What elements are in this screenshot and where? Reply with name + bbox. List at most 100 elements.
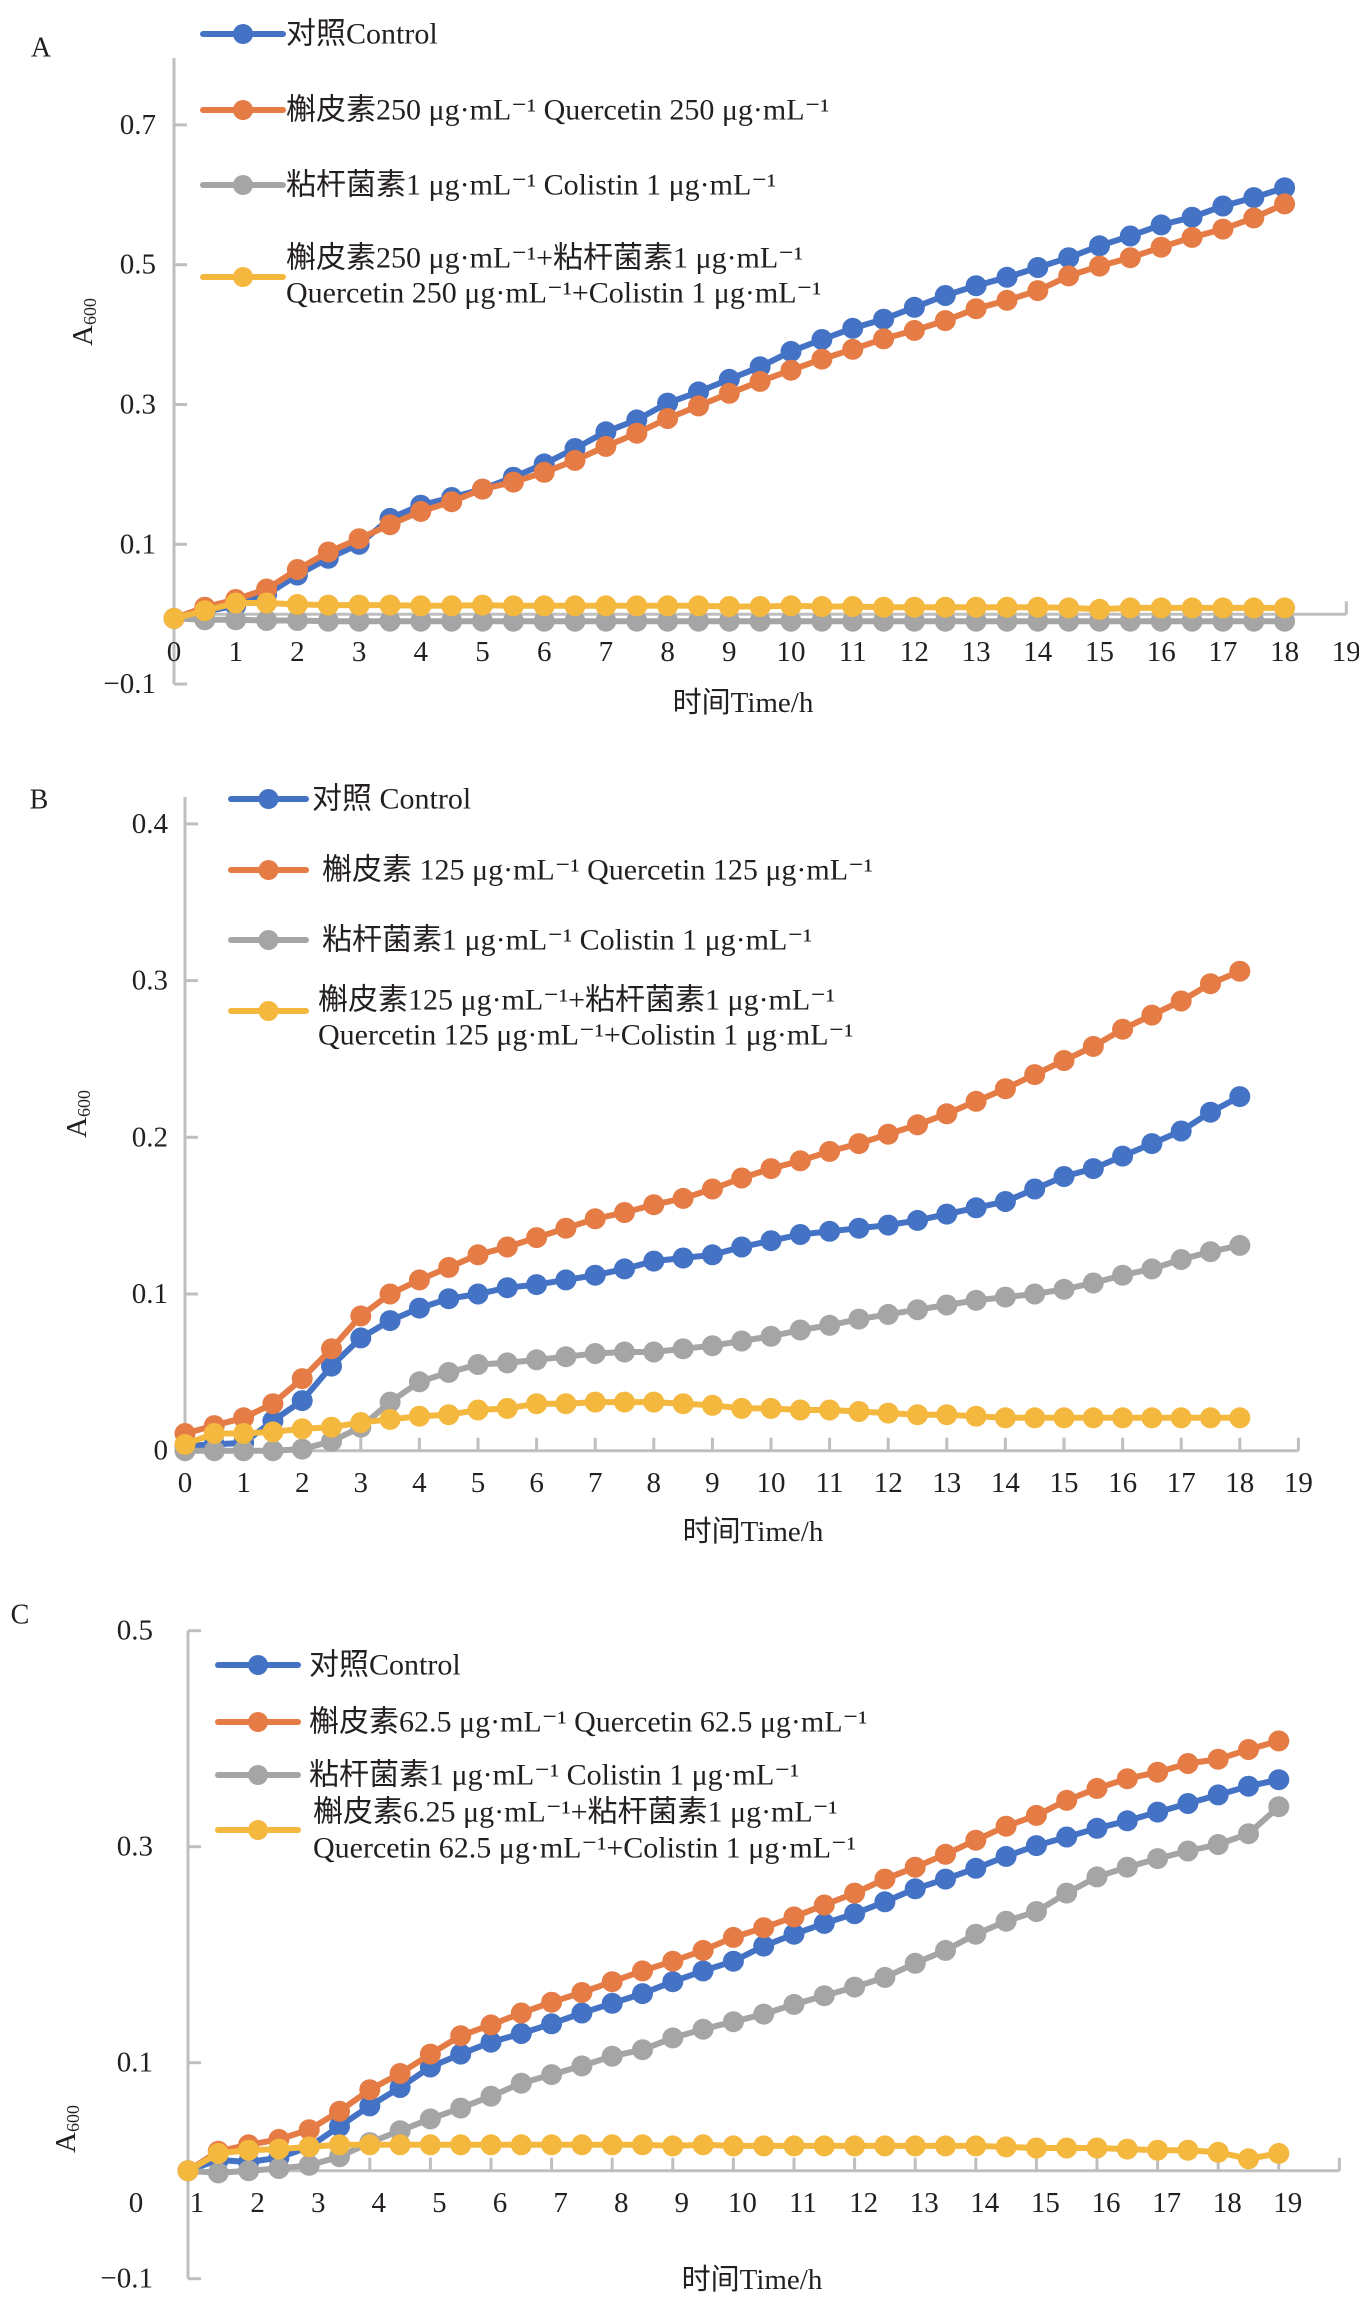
data-point-colistin	[1200, 1241, 1221, 1263]
data-point-quercetin	[626, 422, 648, 444]
data-point-quercetin-colistin	[662, 2135, 684, 2157]
data-point-quercetin	[291, 1368, 313, 1390]
data-point-quercetin	[1150, 236, 1172, 258]
data-point-quercetin	[643, 1194, 665, 1216]
x-tick-label: 13	[932, 1467, 961, 1499]
data-point-quercetin	[753, 1917, 775, 1939]
legend-label: 槲皮素6.25 μg·mL⁻¹+粘杆菌素1 μg·mL⁻¹	[313, 1796, 838, 1829]
data-point-quercetin-colistin	[359, 2134, 381, 2156]
y-tick-label: 0.7	[120, 109, 156, 141]
data-point-colistin	[496, 1352, 518, 1374]
data-point-control	[379, 1310, 401, 1332]
data-point-quercetin-colistin	[177, 2160, 199, 2182]
data-point-quercetin-colistin	[1212, 597, 1234, 619]
data-point-colistin	[1024, 1283, 1046, 1305]
x-tick-label: 10	[777, 636, 806, 668]
data-point-quercetin	[907, 1114, 928, 1136]
data-point-control	[1056, 1826, 1078, 1848]
y-tick-label: 0.2	[132, 1121, 168, 1153]
x-tick-label: 17	[1167, 1467, 1196, 1499]
data-point-control	[571, 2002, 593, 2024]
data-point-quercetin	[1058, 265, 1080, 287]
data-point-quercetin	[379, 1283, 401, 1305]
legend-item-control: 对照Control	[215, 1649, 461, 1682]
data-point-quercetin-colistin	[533, 595, 555, 617]
data-point-control	[1238, 1775, 1259, 1797]
data-point-quercetin-colistin	[1053, 1407, 1075, 1429]
data-point-colistin	[1116, 1856, 1138, 1878]
data-point-quercetin-colistin	[657, 595, 679, 617]
legend-marker-icon	[258, 930, 279, 950]
data-point-quercetin	[844, 1882, 866, 1904]
x-axis-title: 时间Time/h	[673, 686, 814, 719]
x-tick-label: 3	[311, 2187, 326, 2219]
legend-marker-icon	[258, 860, 279, 880]
data-point-colistin	[1082, 1272, 1104, 1294]
data-point-colistin	[1141, 1258, 1163, 1280]
data-point-quercetin-colistin	[601, 2134, 623, 2156]
data-point-colistin	[783, 1993, 805, 2015]
data-point-quercetin-colistin	[1243, 597, 1265, 619]
data-point-colistin	[1147, 1848, 1169, 1870]
x-tick-label: 15	[1050, 1467, 1079, 1499]
data-point-quercetin-colistin	[268, 2138, 290, 2160]
data-point-control	[996, 266, 1018, 288]
data-point-quercetin	[262, 1393, 284, 1415]
data-point-quercetin-colistin	[873, 596, 895, 618]
data-point-colistin	[995, 1910, 1017, 1932]
legend: 对照 Control 槲皮素 125 μg·mL⁻¹ Quercetin 125 …	[228, 783, 873, 1052]
data-point-quercetin	[1119, 247, 1141, 269]
data-point-colistin	[408, 1371, 430, 1393]
legend-marker-icon	[258, 1001, 279, 1021]
data-point-control	[643, 1250, 665, 1272]
data-point-colistin	[262, 1440, 284, 1462]
data-point-control	[614, 1258, 635, 1280]
data-point-quercetin-colistin	[842, 596, 864, 617]
legend-label: Quercetin 125 μg·mL⁻¹+Colistin 1 μg·mL⁻¹	[318, 1019, 853, 1052]
y-axis-title-main: A	[61, 1117, 93, 1138]
x-tick-label: 16	[1147, 636, 1176, 668]
data-point-colistin	[419, 2108, 441, 2130]
legend-label: 槲皮素250 μg·mL⁻¹+粘杆菌素1 μg·mL⁻¹	[286, 242, 803, 275]
data-point-control	[1112, 1145, 1134, 1167]
data-point-control	[1024, 1178, 1046, 1200]
data-point-quercetin-colistin	[450, 2134, 472, 2156]
data-point-colistin	[1170, 1249, 1192, 1270]
data-point-control	[965, 1197, 987, 1219]
data-point-control	[526, 1274, 548, 1296]
data-point-quercetin-colistin	[1119, 597, 1141, 619]
data-point-quercetin	[321, 1338, 342, 1360]
data-point-quercetin	[965, 1090, 987, 1112]
data-point-quercetin-colistin	[848, 1401, 870, 1422]
data-point-colistin	[760, 1325, 782, 1347]
x-tick-label: 14	[1023, 636, 1053, 668]
x-tick-label: 18	[1270, 636, 1299, 668]
data-point-quercetin	[541, 1991, 563, 2013]
data-point-quercetin-colistin	[1027, 596, 1049, 618]
data-point-quercetin-colistin	[350, 1412, 372, 1433]
x-tick-label: 11	[789, 2187, 817, 2219]
data-point-quercetin	[1200, 973, 1221, 995]
data-point-colistin	[268, 2158, 290, 2179]
data-point-quercetin-colistin	[731, 1397, 753, 1419]
data-point-colistin	[904, 1952, 926, 1974]
data-point-quercetin-colistin	[541, 2134, 563, 2156]
data-point-colistin	[844, 1976, 866, 1998]
x-tick-label: 3	[354, 1467, 369, 1499]
y-axis-title-main: A	[67, 325, 99, 346]
data-point-colistin	[701, 1335, 723, 1357]
data-point-colistin	[848, 1308, 870, 1330]
data-point-quercetin	[994, 1078, 1016, 1100]
data-point-quercetin-colistin	[510, 2134, 532, 2156]
series-quercetin-colistin	[163, 592, 1296, 629]
legend-item-control: 对照Control	[200, 18, 438, 51]
x-tick-label: 14	[991, 1467, 1021, 1499]
data-point-quercetin	[441, 491, 463, 513]
data-point-quercetin	[1207, 1748, 1229, 1770]
data-point-quercetin-colistin	[389, 2134, 411, 2156]
legend-marker-icon	[258, 789, 279, 809]
data-point-control	[780, 340, 802, 362]
data-point-control	[1027, 257, 1049, 278]
